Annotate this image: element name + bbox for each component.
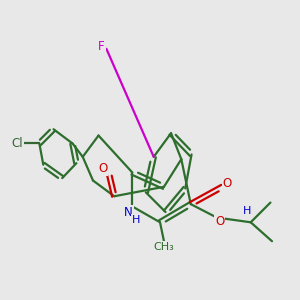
Text: O: O xyxy=(223,177,232,190)
Text: F: F xyxy=(98,40,105,53)
Text: H: H xyxy=(132,214,141,224)
Text: O: O xyxy=(98,162,107,175)
Text: Cl: Cl xyxy=(11,137,23,150)
Text: N: N xyxy=(124,206,133,219)
Text: O: O xyxy=(215,215,224,228)
Text: CH₃: CH₃ xyxy=(154,242,174,252)
Text: H: H xyxy=(243,206,251,216)
